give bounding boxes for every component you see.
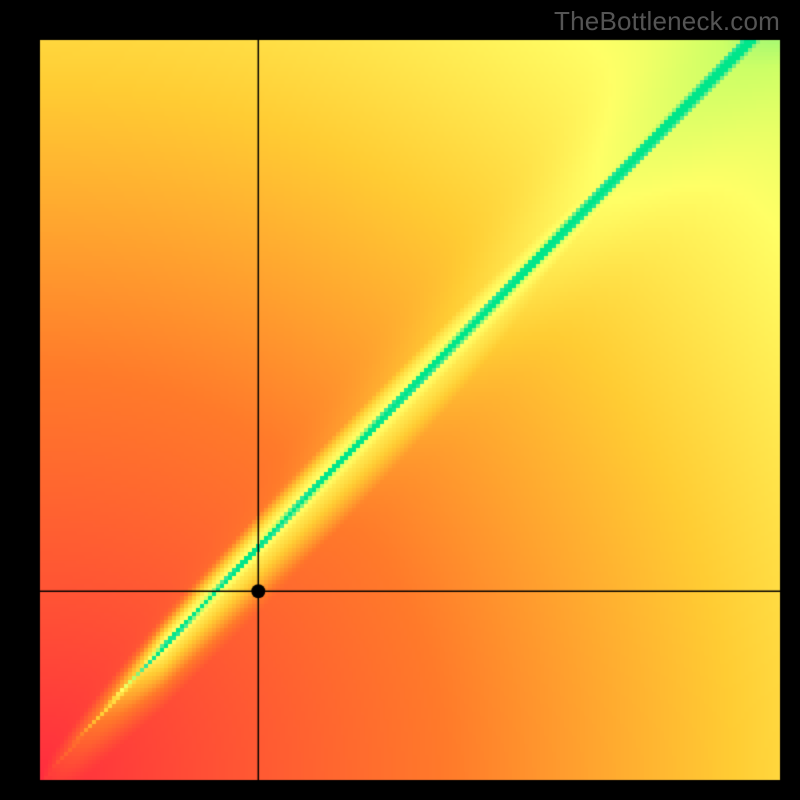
bottleneck-heatmap [0,0,800,800]
attribution-watermark: TheBottleneck.com [554,6,780,37]
chart-container: TheBottleneck.com [0,0,800,800]
